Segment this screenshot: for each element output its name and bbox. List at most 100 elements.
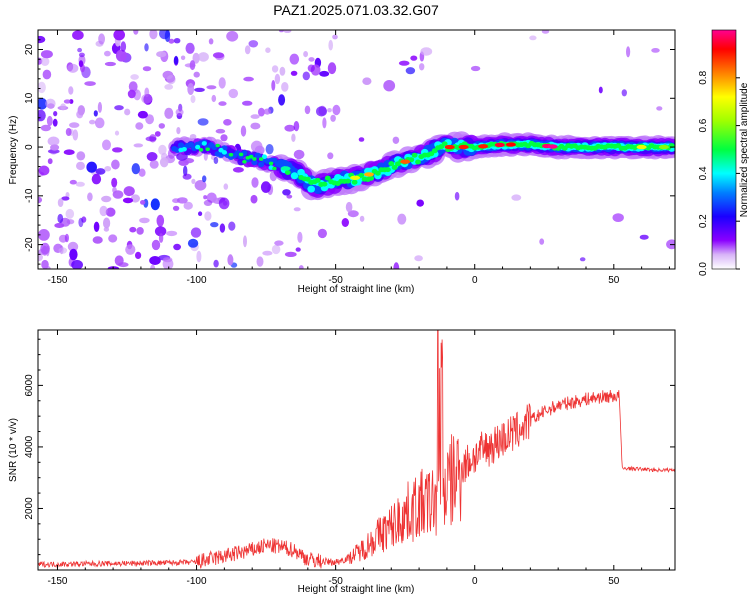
spectrogram-noise-blob	[228, 221, 236, 231]
spectrogram-noise-blob	[185, 42, 195, 54]
spectrogram-noise-blob	[78, 217, 84, 228]
spectrogram-ridge-cell	[268, 161, 274, 166]
spectrogram-noise-blob	[397, 213, 407, 225]
spectrogram-noise-blob	[250, 122, 261, 130]
spectrogram-noise-blob	[330, 114, 336, 122]
spectrogram-noise-blob	[64, 233, 69, 243]
spectrogram-noise-blob	[291, 133, 296, 142]
spectrogram-peak	[280, 166, 291, 171]
spectrogram-noise-blob	[174, 55, 179, 65]
spectrogram-noise-blob	[41, 259, 49, 269]
spectrogram-noise-blob	[158, 233, 164, 243]
spectrogram-noise-blob	[65, 128, 72, 136]
spectrogram-noise-blob	[203, 195, 208, 200]
spectrogram-noise-blob	[115, 49, 127, 62]
spectrogram-noise-blob	[76, 161, 85, 171]
spectrogram-noise-blob	[101, 195, 112, 203]
spectrogram-noise-blob	[40, 242, 50, 255]
spectrogram-ridge-cell	[324, 175, 331, 181]
spectrogram-noise-blob	[78, 60, 84, 68]
colorbar-tick-label: 0.4	[698, 166, 709, 180]
spectrogram-noise-blob	[158, 144, 167, 155]
spectrogram-noise-blob	[317, 228, 327, 239]
spectrogram-peak	[458, 144, 469, 150]
spectrogram-noise-blob	[129, 226, 137, 233]
spectrogram-noise-blob	[40, 50, 53, 59]
spectrogram-noise-blob	[65, 208, 75, 219]
spectrogram-noise-blob	[279, 66, 286, 76]
spectrogram-noise-blob	[38, 81, 46, 94]
spectrogram-noise-blob	[183, 201, 193, 210]
figure-title: PAZ1.2025.071.03.32.G07	[273, 2, 439, 18]
spectrogram-noise-blob	[271, 80, 276, 91]
spectrogram-noise-blob	[274, 73, 281, 85]
spectrogram-noise-blob	[529, 35, 537, 41]
spectrogram-noise-blob	[281, 82, 289, 92]
spectrogram-noise-blob	[38, 35, 46, 44]
spectrogram-noise-blob	[38, 196, 43, 204]
spectrogram-noise-blob	[410, 55, 418, 61]
spectrogram-noise-blob	[190, 227, 202, 238]
spectrogram-ridge-cell	[237, 158, 245, 166]
snr-line	[38, 330, 675, 569]
spectrogram-noise-blob	[144, 87, 150, 98]
spectrogram-peak	[478, 144, 489, 149]
spectrogram-noise-blob	[77, 105, 86, 116]
spectrogram-noise-blob	[145, 136, 157, 142]
snr-ytick-label: 6000	[24, 374, 35, 397]
spectrogram-noise-blob	[140, 200, 146, 205]
spectrogram-ridge-cell	[345, 178, 351, 184]
spectrogram-noise-blob	[208, 38, 214, 45]
spectrogram-noise-blob	[398, 60, 410, 66]
spectrogram-noise-blob	[197, 52, 209, 62]
spectrogram-noise-blob	[180, 55, 186, 61]
spectrogram-noise-blob	[166, 230, 178, 237]
spectrogram-ridge-cell	[205, 147, 210, 152]
spectrogram-noise-blob	[67, 241, 79, 252]
spectrogram-noise-blob	[258, 107, 265, 117]
spectrogram-noise-blob	[197, 118, 209, 126]
spectrogram-noise-blob	[159, 157, 169, 168]
spectrogram-noise-blob	[295, 247, 301, 252]
spectrogram-noise-blob	[97, 101, 102, 113]
spectrogram-frame	[37, 29, 676, 270]
spectrogram-noise-blob	[243, 76, 254, 82]
spectrogram-noise-blob	[539, 238, 545, 245]
spectrogram-noise-blob	[183, 165, 188, 177]
spectrogram-noise-blob	[105, 207, 116, 217]
spectrogram-peak	[494, 142, 505, 148]
spectrogram-noise-blob	[293, 121, 300, 132]
spectrogram-noise-blob	[250, 194, 258, 204]
spectrogram-noise-blob	[111, 159, 120, 170]
spectrogram-noise-blob	[164, 107, 174, 119]
spectrogram-noise-blob	[113, 30, 125, 41]
spectrogram-noise-blob	[67, 63, 79, 73]
spectrogram-ridge-cell	[261, 154, 267, 159]
spectrogram-noise-blob	[219, 223, 226, 233]
spectrogram-noise-blob	[38, 98, 48, 110]
spectrogram-ridge-cell	[195, 144, 201, 150]
spectrogram-noise-blob	[198, 211, 203, 216]
spectrogram-noise-blob	[383, 80, 396, 92]
spectrogram-noise-blob	[298, 265, 304, 269]
spectrogram-noise-blob	[72, 30, 84, 40]
spectrogram-noise-blob	[76, 151, 86, 161]
spectrogram-noise-blob	[202, 175, 207, 183]
spectrogram-noise-blob	[124, 108, 131, 116]
spectrogram-noise-blob	[150, 264, 156, 269]
spectrogram-noise-blob	[621, 89, 627, 97]
spectrogram-ridge-cell	[314, 177, 321, 183]
spectrogram-noise-blob	[38, 229, 50, 241]
spectrogram-ridge-cell	[272, 166, 277, 171]
spectrogram-noise-blob	[50, 144, 60, 151]
spectrogram-noise-blob	[414, 255, 423, 262]
spectrogram-noise-blob	[149, 160, 159, 169]
colorbar-label: Normalized spectral amplitude	[739, 82, 750, 217]
spectrogram-ytick-label: 0	[24, 144, 35, 150]
spectrogram-noise-blob	[250, 140, 263, 153]
spectrogram-noise-blob	[151, 239, 161, 251]
snr-frame	[37, 329, 676, 571]
spectrogram-ridge-cell	[385, 167, 391, 173]
spectrogram-noise-blob	[173, 243, 182, 251]
spectrogram-ridge-cell	[248, 154, 254, 159]
